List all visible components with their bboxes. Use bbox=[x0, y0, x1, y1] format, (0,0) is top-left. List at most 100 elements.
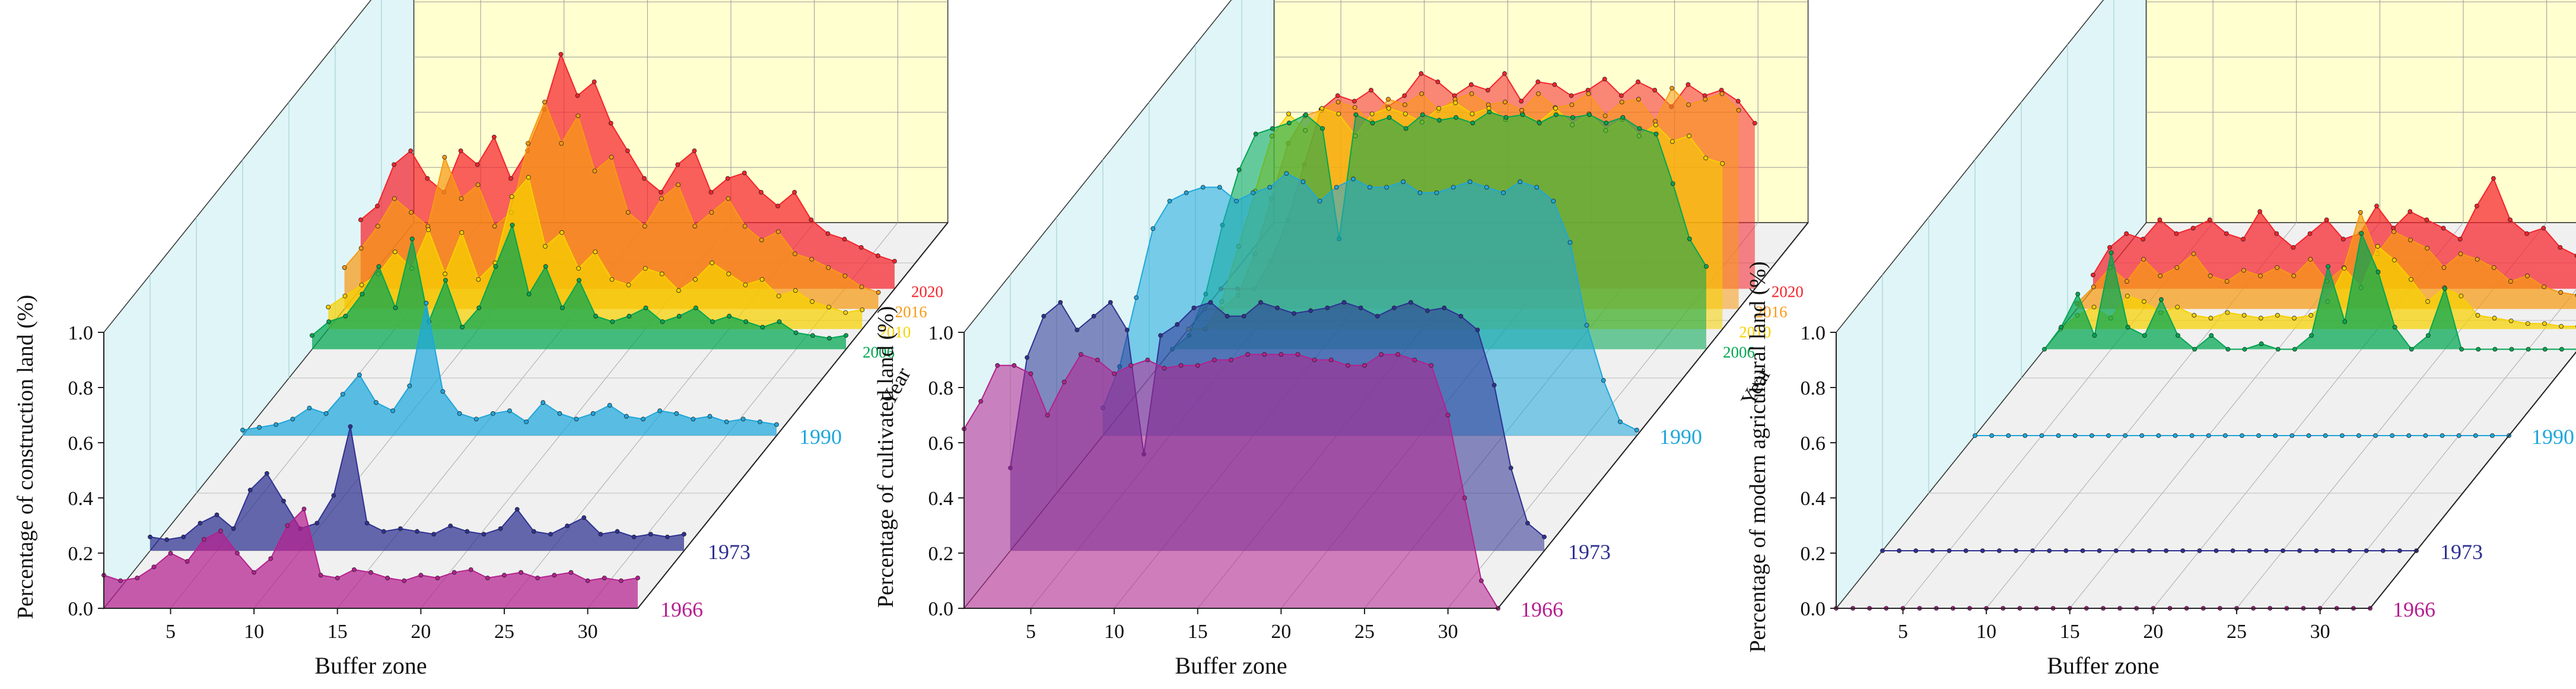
series-2016-point-6 bbox=[2158, 273, 2163, 278]
series-2020-point-9 bbox=[2224, 231, 2229, 236]
series-2006-point-23 bbox=[676, 313, 682, 319]
depth-axis-line bbox=[1497, 222, 1809, 609]
series-1973-point-12 bbox=[331, 493, 336, 498]
series-2020-point-22 bbox=[708, 189, 714, 195]
series-2016-point-26 bbox=[2491, 265, 2497, 270]
series-2006-point-14 bbox=[1386, 115, 1392, 120]
series-2006-point-18 bbox=[2326, 264, 2331, 269]
series-1966-point-33 bbox=[635, 575, 640, 580]
series-2006-point-29 bbox=[777, 319, 782, 324]
series-2016-point-18 bbox=[625, 209, 631, 215]
legend-label-1990: 1990 bbox=[799, 425, 842, 449]
series-1973-point-14 bbox=[1225, 313, 1230, 319]
series-2020-point-27 bbox=[1652, 87, 1658, 93]
series-2006-area bbox=[2044, 233, 2576, 350]
series-1966-point-9 bbox=[1095, 357, 1100, 363]
series-2020-point-28 bbox=[809, 217, 814, 223]
series-2010-point-19 bbox=[626, 282, 631, 288]
series-1966-point-26 bbox=[1379, 352, 1384, 357]
series-1973-point-22 bbox=[1358, 305, 1363, 310]
series-1966-point-20 bbox=[1279, 352, 1284, 357]
series-2016-point-27 bbox=[1636, 97, 1641, 102]
series-1966-point-10 bbox=[1112, 371, 1117, 376]
series-1966-point-4 bbox=[1012, 363, 1017, 368]
series-1966-point-2 bbox=[978, 399, 984, 404]
series-1990-point-7 bbox=[340, 392, 345, 397]
series-2006-point-8 bbox=[1286, 120, 1292, 126]
series-1973-point-19 bbox=[448, 523, 453, 529]
series-1973-point-13 bbox=[1208, 300, 1213, 305]
series-2006-point-27 bbox=[1604, 120, 1609, 126]
series-1990-point-5 bbox=[2039, 433, 2044, 438]
series-1973-point-2 bbox=[1025, 355, 1030, 360]
series-2006-point-30 bbox=[1653, 131, 1659, 136]
series-1990-point-21 bbox=[574, 417, 579, 421]
series-2010-point-22 bbox=[2409, 277, 2413, 282]
series-2006-point-24 bbox=[693, 305, 698, 310]
series-2016-point-1 bbox=[342, 265, 347, 270]
series-2006-point-22 bbox=[660, 319, 665, 324]
series-2010-point-3 bbox=[2091, 304, 2097, 310]
series-1990-point-21 bbox=[1434, 190, 1439, 195]
x-tick-label: 15 bbox=[2060, 621, 2080, 643]
series-2006-point-22 bbox=[2392, 325, 2397, 330]
series-2020-point-1 bbox=[2090, 272, 2095, 278]
series-2006-point-27 bbox=[2476, 347, 2481, 352]
series-1973-point-1 bbox=[1880, 548, 1885, 553]
series-2016-point-4 bbox=[392, 196, 397, 201]
series-2020-point-19 bbox=[1519, 99, 1524, 104]
series-2016-point-23 bbox=[2441, 265, 2447, 270]
series-1973-point-31 bbox=[1508, 465, 1513, 471]
series-2006-point-16 bbox=[559, 305, 565, 310]
series-2016-point-28 bbox=[2525, 273, 2530, 278]
series-1973-point-29 bbox=[1475, 328, 1480, 332]
series-1973-point-4 bbox=[1058, 300, 1063, 305]
series-1990-point-31 bbox=[2473, 433, 2478, 438]
legend-label-2006: 2006 bbox=[1723, 344, 1755, 361]
legend-label-2020: 2020 bbox=[911, 283, 943, 301]
legend-label-1966: 1966 bbox=[1521, 598, 1563, 621]
legend-label-1966: 1966 bbox=[660, 598, 703, 621]
x-tick-label: 5 bbox=[1898, 621, 1908, 643]
legend-label-2010: 2010 bbox=[879, 323, 911, 341]
series-2020-point-20 bbox=[2408, 209, 2413, 214]
series-2020-point-19 bbox=[659, 189, 664, 195]
series-2016-point-29 bbox=[2542, 284, 2547, 290]
series-2010-point-33 bbox=[1720, 161, 1725, 166]
series-2006-point-32 bbox=[826, 336, 832, 341]
series-2010-point-26 bbox=[2475, 313, 2480, 318]
series-1973-point-23 bbox=[1375, 313, 1380, 319]
series-2006-point-15 bbox=[1403, 126, 1408, 131]
series-2010-point-31 bbox=[2559, 324, 2564, 329]
series-1973-point-5 bbox=[1074, 328, 1080, 332]
legend-label-2020: 2020 bbox=[1772, 283, 1804, 301]
series-2016-point-27 bbox=[2508, 279, 2513, 284]
series-1973-point-33 bbox=[682, 532, 686, 536]
series-1973-point-13 bbox=[2080, 548, 2085, 553]
series-1966-point-28 bbox=[1412, 357, 1417, 363]
series-1973-point-10 bbox=[2030, 548, 2036, 553]
series-1990-point-28 bbox=[1551, 198, 1556, 204]
series-1990-point-15 bbox=[2206, 433, 2211, 438]
series-2016-point-10 bbox=[1352, 105, 1357, 110]
legend-label-1966: 1966 bbox=[2393, 598, 2435, 621]
series-1973-point-20 bbox=[465, 529, 470, 534]
series-2016-area bbox=[2076, 212, 2576, 309]
x-tick-label: 30 bbox=[578, 621, 598, 643]
series-1973-point-7 bbox=[247, 487, 253, 493]
series-2010-point-18 bbox=[2342, 266, 2347, 271]
series-2016-point-4 bbox=[2125, 279, 2129, 284]
series-2016-point-25 bbox=[2475, 256, 2480, 262]
series-1990-point-22 bbox=[2323, 433, 2328, 438]
x-axis-title: Buffer zone bbox=[2047, 652, 2159, 679]
series-1973-point-4 bbox=[198, 520, 203, 526]
series-1966-point-27 bbox=[535, 575, 540, 580]
series-1973-point-14 bbox=[364, 520, 370, 526]
series-1973-point-32 bbox=[1525, 520, 1530, 526]
x-tick-label: 30 bbox=[1438, 621, 1458, 643]
series-2016-point-7 bbox=[2174, 265, 2180, 270]
series-1990-point-21 bbox=[2306, 433, 2311, 438]
series-2010-point-16 bbox=[2308, 313, 2314, 318]
series-1973-point-9 bbox=[281, 499, 286, 504]
series-1966-point-6 bbox=[1045, 412, 1050, 418]
